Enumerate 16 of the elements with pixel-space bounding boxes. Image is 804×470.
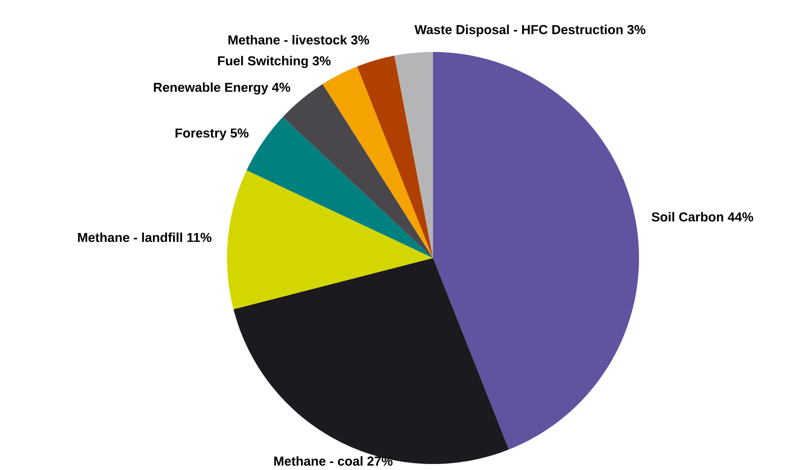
slice-label: Fuel Switching bbox=[218, 56, 308, 68]
slice-label: Methane - livestock bbox=[228, 34, 348, 45]
data-label: 11% bbox=[187, 232, 212, 242]
slice-label: Methane - coal bbox=[274, 456, 362, 466]
data-label: 4% bbox=[272, 82, 290, 92]
data-label: 3% bbox=[351, 35, 370, 45]
slice-label: Renewable Energy bbox=[154, 82, 268, 95]
data-label: 44% bbox=[728, 212, 754, 222]
slice-label: Methane - landfill bbox=[78, 232, 182, 242]
data-label: 3% bbox=[312, 56, 331, 66]
data-label: 27% bbox=[367, 456, 393, 466]
slice-label: Waste Disposal - HFC Destruction bbox=[414, 24, 623, 37]
data-label: 5% bbox=[230, 128, 249, 138]
slice-label: Soil Carbon bbox=[652, 212, 724, 222]
slice-label: Forestry bbox=[176, 128, 226, 140]
data-label: 3% bbox=[627, 25, 646, 34]
